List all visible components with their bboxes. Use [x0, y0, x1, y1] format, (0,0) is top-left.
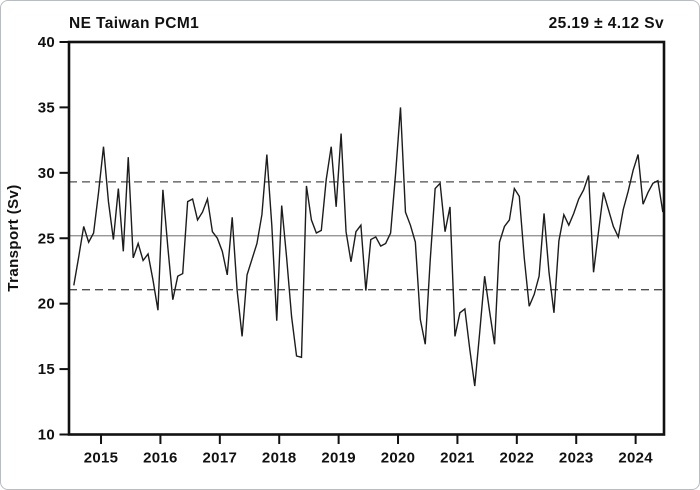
x-tick-label: 2021 [440, 450, 475, 467]
x-tick-label: 2018 [262, 450, 297, 467]
transport-line [73, 107, 664, 387]
y-tick-label: 25 [38, 230, 55, 247]
y-tick-label: 15 [38, 361, 55, 378]
plot-frame [67, 40, 666, 436]
y-tick-label: 35 [38, 99, 55, 116]
x-tick-label: 2022 [500, 450, 535, 467]
mean-std-annotation: 25.19 ± 4.12 Sv [549, 15, 664, 32]
chart-title: NE Taiwan PCM1 [69, 15, 199, 32]
data-line-group [73, 107, 664, 387]
x-tick-label: 2017 [203, 450, 238, 467]
x-tick-label: 2024 [618, 450, 653, 467]
x-tick-label: 2016 [143, 450, 178, 467]
reference-lines [69, 181, 664, 291]
y-tick-label: 30 [38, 165, 55, 182]
y-tick-label: 10 [38, 427, 55, 444]
y-axis-label: Transport (Sv) [5, 184, 22, 291]
x-tick-label: 2020 [381, 450, 416, 467]
y-tick-label: 40 [38, 34, 55, 51]
x-tick-label: 2015 [84, 450, 119, 467]
x-tick-label: 2023 [559, 450, 594, 467]
axis-ticks [59, 41, 637, 444]
x-tick-label: 2019 [321, 450, 356, 467]
axis-tick-labels: 10 15 20 25 30 35 40 2015 2016 2017 2018 2019 2020 20… [38, 34, 653, 467]
y-tick-label: 20 [38, 296, 55, 313]
